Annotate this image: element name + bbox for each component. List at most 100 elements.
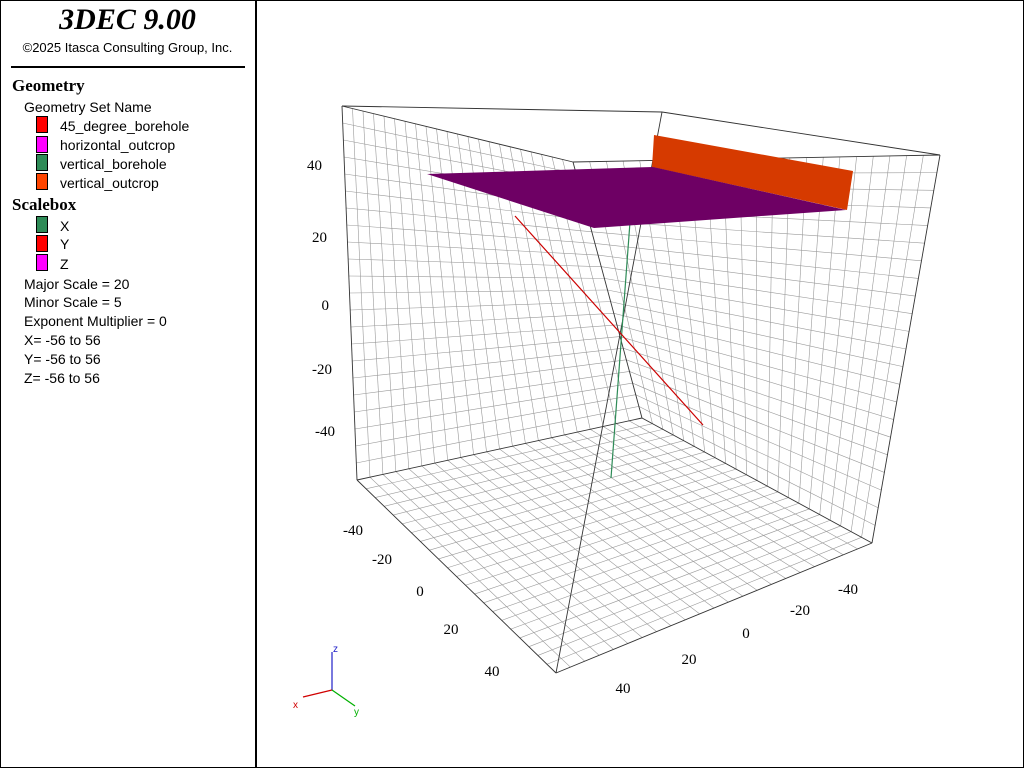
model-viewport[interactable]: 40 20 0 -20 -40 -40 -20 0 20 40 -40 -20 …	[257, 0, 1022, 766]
z-tick-label: 40	[307, 158, 322, 174]
panel-divider	[255, 0, 257, 768]
grid-line	[483, 497, 789, 604]
scalebox-edge	[341, 105, 358, 481]
scalebox-edge	[341, 105, 574, 163]
legend-axis-y: Y	[60, 236, 70, 252]
triad-y-axis	[331, 689, 356, 707]
grid-line	[808, 156, 841, 509]
app-title: 3DEC 9.00	[59, 3, 196, 36]
grid-line	[850, 155, 907, 532]
grid-line	[607, 289, 907, 350]
swatch-vertical-outcrop	[36, 173, 48, 190]
grid-line	[353, 359, 627, 396]
z-range-text: Z= -56 to 56	[24, 370, 100, 386]
z-tick-label: 20	[312, 230, 327, 246]
vertical-borehole[interactable]	[610, 221, 631, 479]
grid-line	[590, 429, 815, 567]
grid-line	[355, 394, 636, 447]
right-axis-tick-label: 20	[682, 652, 697, 668]
grid-line	[840, 155, 891, 526]
grid-line	[456, 480, 758, 577]
grid-line	[528, 525, 841, 647]
minor-scale-text: Minor Scale = 5	[24, 294, 122, 310]
grid-line	[626, 359, 888, 456]
x-range-text: X= -56 to 56	[24, 332, 101, 348]
right-axis-tick-label: -20	[790, 603, 810, 619]
copyright-text: ©2025 Itasca Consulting Group, Inc.	[22, 40, 233, 55]
grid-line	[510, 514, 820, 630]
left-axis-tick-label: 20	[444, 622, 459, 638]
grid-line	[635, 394, 879, 508]
grid-line	[619, 336, 894, 420]
legend-item-45-degree-borehole: 45_degree_borehole	[60, 118, 190, 134]
grid-line	[610, 301, 903, 367]
grid-line	[861, 155, 924, 538]
grid-line	[638, 406, 876, 526]
scalebox-grid	[342, 108, 937, 668]
legend-axis-z: Z	[60, 256, 69, 272]
grid-line	[628, 420, 858, 550]
scalebox-edge	[661, 111, 941, 156]
horizontal-outcrop[interactable]	[427, 167, 846, 228]
left-axis-tick-label: -20	[372, 552, 392, 568]
scalebox-edge	[341, 105, 663, 113]
grid-line	[474, 491, 779, 595]
legend-item-vertical-borehole: vertical_borehole	[60, 156, 167, 172]
grid-line	[356, 406, 639, 464]
grid-line	[519, 519, 831, 639]
swatch-horizontal-outcrop	[36, 136, 48, 153]
swatch-45-degree-borehole	[36, 116, 48, 133]
legend-separator	[11, 66, 245, 68]
grid-line	[819, 156, 857, 515]
grid-line	[798, 157, 824, 504]
triad-y-label: y	[354, 707, 359, 718]
geometry-section-title: Geometry	[12, 76, 85, 95]
legend-item-vertical-outcrop: vertical_outcrop	[60, 175, 159, 191]
scalebox-section-title: Scalebox	[12, 195, 77, 214]
scalebox-edge	[356, 479, 557, 674]
legend-axis-x: X	[60, 218, 70, 234]
grid-line	[632, 382, 882, 491]
grid-line	[623, 347, 891, 438]
45-degree-borehole[interactable]	[514, 215, 704, 426]
grid-line	[465, 485, 768, 586]
grid-line	[354, 371, 630, 413]
left-axis-tick-label: -40	[343, 523, 363, 539]
grid-line	[352, 347, 624, 379]
vertical-outcrop[interactable]	[652, 135, 853, 210]
y-range-text: Y= -56 to 56	[24, 351, 101, 367]
grid-line	[538, 440, 758, 591]
right-axis-tick-label: -40	[838, 582, 858, 598]
grid-line	[788, 157, 807, 498]
grid-line	[512, 445, 729, 603]
grid-line	[613, 312, 900, 385]
grid-line	[354, 382, 633, 430]
geometry-set-header: Geometry Set Name	[24, 99, 152, 115]
grid-line	[350, 301, 611, 311]
exponent-multiplier-text: Exponent Multiplier = 0	[24, 313, 167, 329]
grid-line	[551, 437, 772, 585]
triad-x-label: x	[293, 700, 298, 711]
grid-line	[615, 423, 844, 556]
z-tick-label: 0	[322, 298, 330, 314]
left-axis-tick-label: 40	[485, 664, 500, 680]
scalebox-edge	[555, 542, 873, 674]
legend-panel: 3DEC 9.00 ©2025 Itasca Consulting Group,…	[0, 0, 255, 768]
grid-line	[564, 434, 786, 579]
z-tick-label: -40	[315, 424, 335, 440]
triad-z-label: z	[333, 644, 338, 655]
grid-line	[351, 324, 617, 345]
scalebox-edge	[356, 417, 643, 481]
swatch-x-axis	[36, 216, 48, 233]
grid-line	[546, 537, 862, 665]
right-axis-tick-label: 0	[742, 626, 750, 642]
left-axis-tick-label: 0	[416, 584, 424, 600]
grid-line	[829, 156, 874, 521]
legend-item-horizontal-outcrop: horizontal_outcrop	[60, 137, 176, 153]
triad-x-axis	[302, 689, 333, 698]
grid-line	[629, 371, 885, 473]
grid-line	[352, 336, 621, 362]
z-tick-label: -20	[312, 362, 332, 378]
scalebox-edge	[641, 417, 873, 544]
grid-line	[492, 502, 799, 612]
